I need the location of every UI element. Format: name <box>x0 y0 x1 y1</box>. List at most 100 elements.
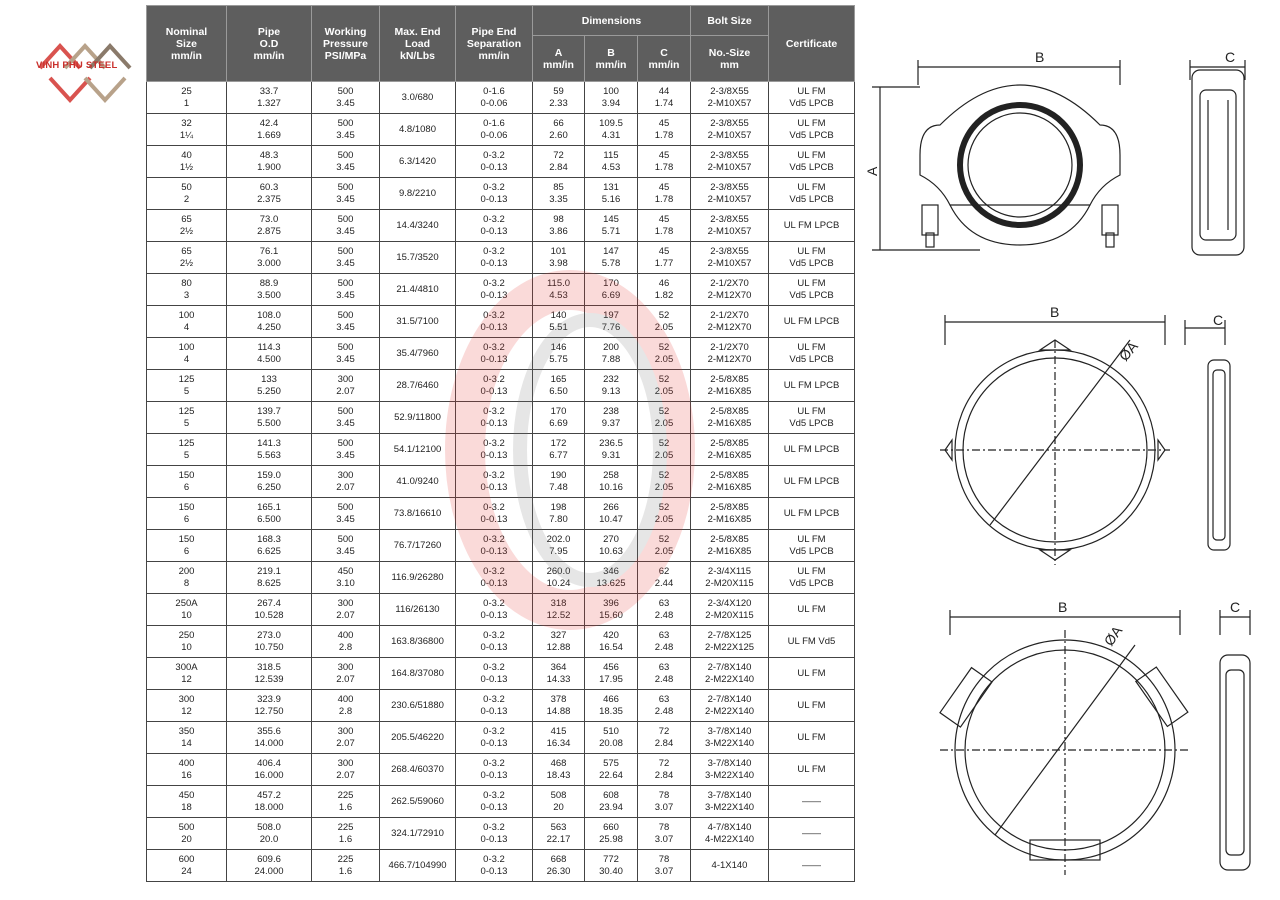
table-row: 65 2½ 73.0 2.875 500 3.45 14.4/3240 0-3.2 0-0.13… <box>146 209 855 242</box>
cell-line: 3.45 <box>336 193 355 205</box>
cell-line: 100 <box>603 85 619 97</box>
cell-dim-b: 145 5.71 <box>584 209 638 242</box>
cell-line: 0-0.06 <box>480 129 508 141</box>
cell-bolt-size: 4-7/8X140 4-M22X140 <box>690 817 769 850</box>
cell-certificate: UL FM LPCB <box>768 209 855 242</box>
cell-line: 101 <box>550 245 567 257</box>
cell-dim-a: 415 16.34 <box>532 721 585 754</box>
cell-dim-b: 197 7.76 <box>584 305 638 338</box>
table-row: 250 10 273.0 10.750 400 2.8 163.8/36800 0-3.2 0-… <box>146 625 855 658</box>
cell-line: 2.05 <box>654 545 674 557</box>
cell-line: 0-3.2 <box>483 757 505 769</box>
cell-line: 18 <box>181 801 192 813</box>
cell-working-pressure: 500 3.45 <box>311 145 380 178</box>
cell-certificate: UL FM LPCB <box>768 497 855 530</box>
cell-line: 2.84 <box>654 769 674 781</box>
cell-line: 10 <box>181 609 192 621</box>
cell-max-end-load: 262.5/59060 <box>379 785 456 818</box>
cell-dim-c: 44 1.74 <box>637 81 691 114</box>
cell-line: 400 <box>178 757 195 769</box>
cell-line: 219.1 <box>257 565 281 577</box>
cell-line: 2-3/8X55 <box>710 181 749 193</box>
cell-line: 508 <box>550 789 567 801</box>
cell-line: 258 <box>603 469 619 481</box>
cell-line: 22.64 <box>599 769 623 781</box>
cell-working-pressure: 500 3.45 <box>311 529 380 562</box>
cell-line: 6.250 <box>257 481 281 493</box>
cell-line: 63 <box>658 661 670 673</box>
cell-line: 0-0.13 <box>480 225 508 237</box>
cell-line: 2-5/8X85 <box>710 469 749 481</box>
cell-line: 115.0 <box>546 277 571 289</box>
cell-line: 500 <box>337 85 354 97</box>
cell-bolt-size: 2-7/8X125 2-M22X125 <box>690 625 769 658</box>
cell-line: 116/26130 <box>395 603 440 615</box>
cell-line: 10.528 <box>254 609 284 621</box>
cell-nominal-size: 500 20 <box>146 817 227 850</box>
cell-line: 3.45 <box>336 225 355 237</box>
cell-line: 450 <box>178 789 195 801</box>
cell-line: 2-M12X70 <box>707 289 752 301</box>
cell-line: 4.31 <box>601 129 621 141</box>
cell-dim-c: 52 2.05 <box>637 369 691 402</box>
cell-line: 456 <box>603 661 619 673</box>
cell-line: 3.45 <box>336 289 355 301</box>
cell-pipe-end-separation: 0-1.6 0-0.06 <box>455 81 533 114</box>
table-row: 400 16 406.4 16.000 300 2.07 268.4/60370 0-3.2 0… <box>146 753 855 786</box>
cell-pipe-od: 273.0 10.750 <box>226 625 312 658</box>
cell-line: 2-3/8X55 <box>710 213 749 225</box>
cell-dim-b: 115 4.53 <box>584 145 638 178</box>
cell-line: 24.000 <box>254 865 284 877</box>
cell-line: 2.84 <box>549 161 568 173</box>
cell-line: 3.000 <box>257 257 281 269</box>
cell-dim-c: 52 2.05 <box>637 433 691 466</box>
cell-working-pressure: 500 3.45 <box>311 81 380 114</box>
cell-pipe-end-separation: 0-3.2 0-0.13 <box>455 625 533 658</box>
cell-line: 0-3.2 <box>483 149 505 161</box>
cell-line: 457.2 <box>257 789 281 801</box>
cell-line: UL FM <box>797 763 826 775</box>
cell-line: 3.500 <box>257 289 281 301</box>
header-certificate: Certificate <box>768 5 855 82</box>
cell-line: 232 <box>603 373 619 385</box>
cell-line: UL FM LPCB <box>783 507 840 519</box>
cell-dim-b: 346 13.625 <box>584 561 638 594</box>
cell-line: 3.98 <box>549 257 568 269</box>
cell-line: 500 <box>337 277 354 289</box>
cell-bolt-size: 2-3/4X120 2-M20X115 <box>690 593 769 626</box>
cell-line: 3.35 <box>549 193 568 205</box>
cell-line: 40 <box>181 149 192 161</box>
cell-line: 2-5/8X85 <box>710 501 749 513</box>
cell-certificate: —— <box>768 817 855 850</box>
cell-line: 50 <box>181 181 192 193</box>
cell-line: 0-3.2 <box>483 309 505 321</box>
cell-line: 14.000 <box>254 737 284 749</box>
cell-certificate: —— <box>768 849 855 882</box>
cell-line: 0-3.2 <box>483 245 505 257</box>
cell-line: 65 <box>181 245 192 257</box>
logo-text: VINH PHU STEEL <box>36 60 118 71</box>
table-row: 250A 10 267.4 10.528 300 2.07 116/26130 0-3.2 0-… <box>146 593 855 626</box>
cell-line: 0-0.13 <box>480 801 508 813</box>
label-c: C <box>1225 49 1235 65</box>
cell-line: 5.71 <box>601 225 621 237</box>
cell-dim-b: 147 5.78 <box>584 241 638 274</box>
cell-pipe-end-separation: 0-3.2 0-0.13 <box>455 177 533 210</box>
cell-max-end-load: 52.9/11800 <box>379 401 456 434</box>
cell-line: 2.60 <box>549 129 568 141</box>
cell-dim-a: 468 18.43 <box>532 753 585 786</box>
cell-dim-c: 52 2.05 <box>637 401 691 434</box>
cell-line: 100 <box>178 309 195 321</box>
cell-line: 0-0.13 <box>480 353 508 365</box>
cell-max-end-load: 15.7/3520 <box>379 241 456 274</box>
cell-line: 0-0.06 <box>480 97 508 109</box>
cell-dim-a: 98 3.86 <box>532 209 585 242</box>
cell-line: 4 <box>183 353 190 365</box>
cell-dim-a: 115.0 4.53 <box>532 273 585 306</box>
cell-line: 1.78 <box>654 129 674 141</box>
cell-line: 2-M16X85 <box>707 449 752 461</box>
cell-line: UL FM <box>797 117 826 129</box>
coupling-drawing-bottom: B C ØA <box>939 599 1251 875</box>
cell-line: 5 <box>183 385 190 397</box>
cell-line: 3.45 <box>336 257 355 269</box>
